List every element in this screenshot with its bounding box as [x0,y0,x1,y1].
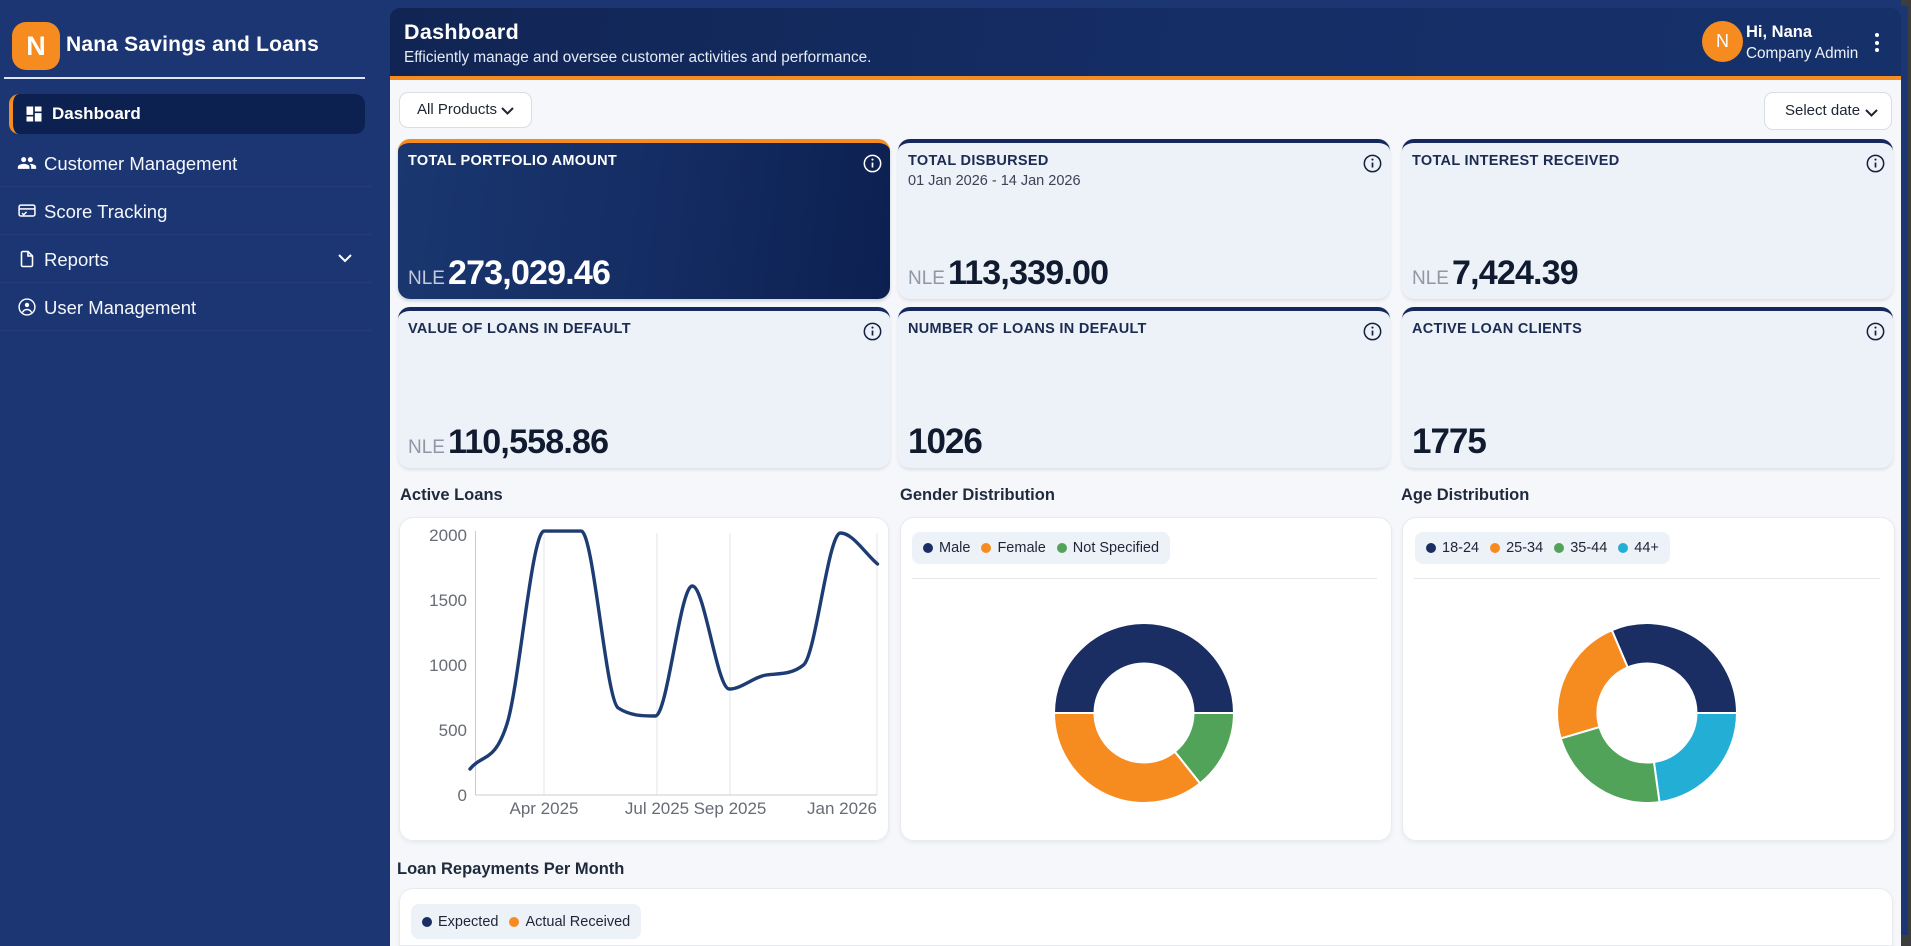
svg-text:0: 0 [458,786,467,805]
svg-text:1000: 1000 [429,656,467,675]
svg-text:Jan 2026: Jan 2026 [807,799,877,818]
svg-text:1500: 1500 [429,591,467,610]
svg-text:Jul 2025: Jul 2025 [625,799,689,818]
svg-text:Apr 2025: Apr 2025 [510,799,579,818]
svg-text:500: 500 [439,721,467,740]
svg-text:2000: 2000 [429,526,467,545]
svg-text:Sep 2025: Sep 2025 [694,799,767,818]
